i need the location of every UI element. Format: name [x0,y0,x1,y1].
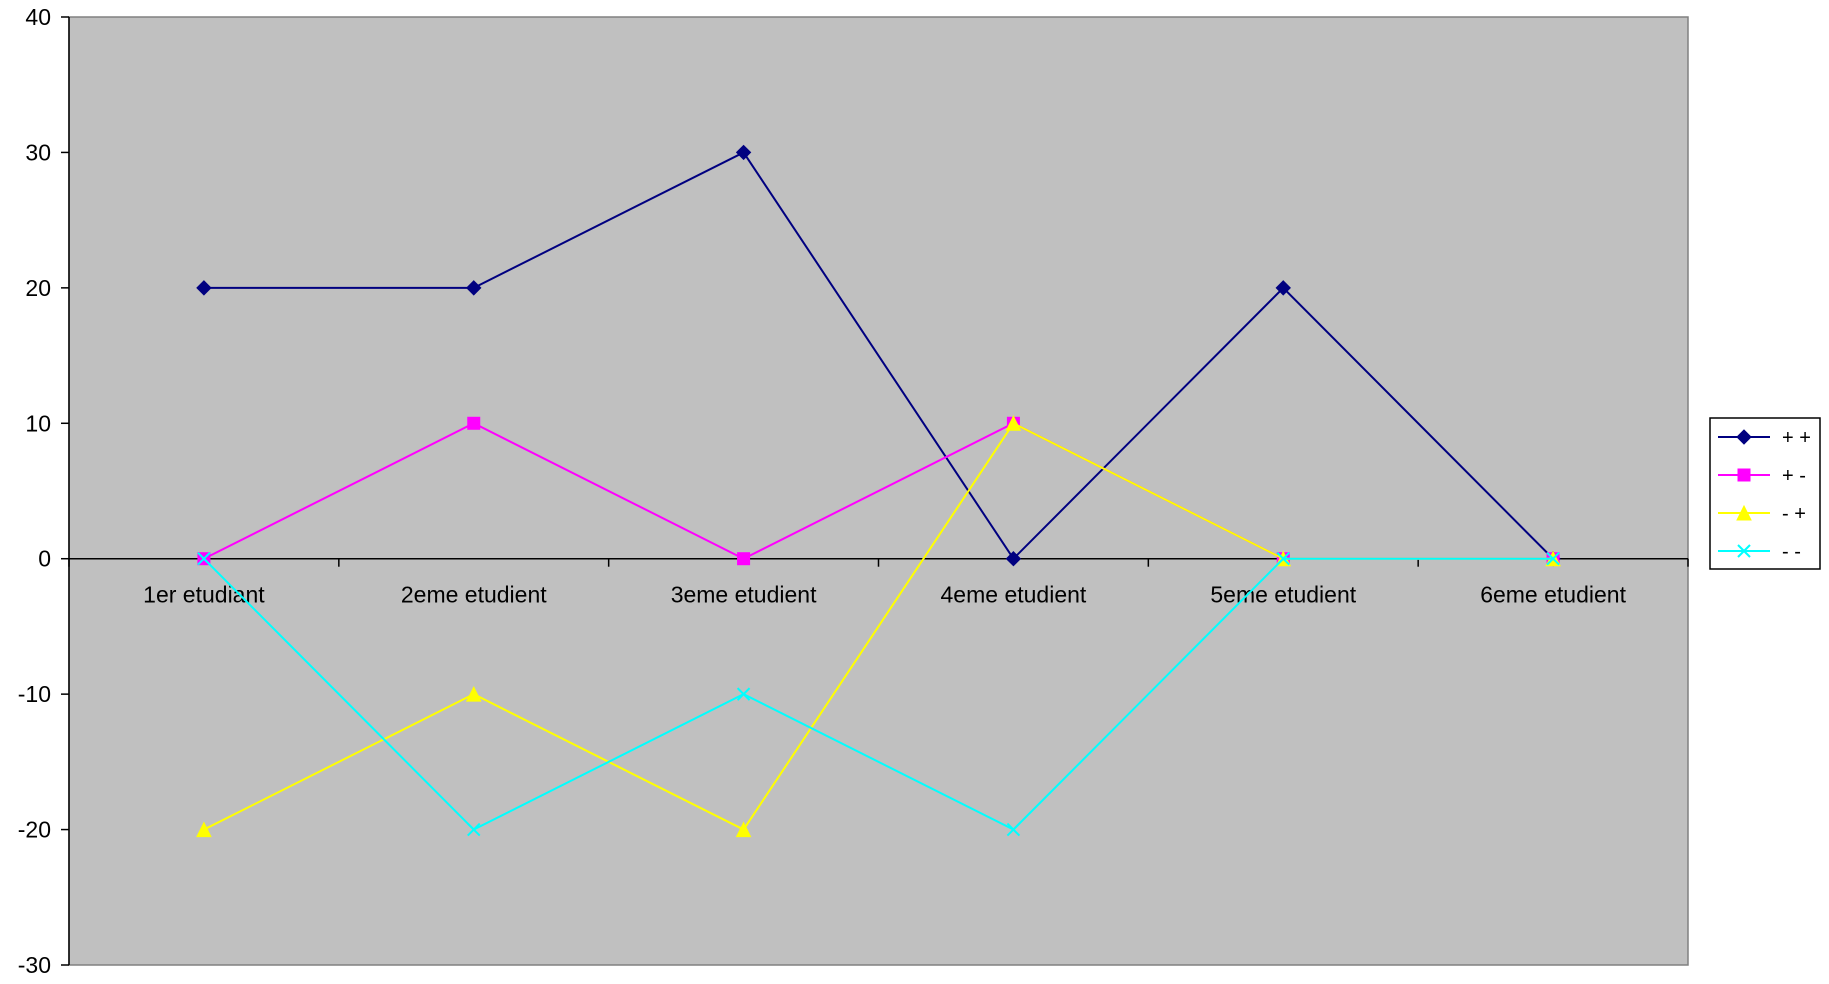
x-tick-label: 4eme etudient [941,582,1087,608]
legend-label: - + [1782,503,1806,525]
legend: + + + - - + - - [1709,417,1821,570]
axes: -30 -20 -10 0 10 20 30 40 1er etudiant 2eme etudi… [18,4,1689,978]
legend-marker [1736,504,1752,521]
data-point [736,687,751,701]
x-marker-stroke [467,822,481,837]
y-tick-label: 10 [25,410,51,436]
legend-box [1709,417,1821,570]
x-tick-label: 3eme etudient [671,582,817,608]
legend-label: + - [1782,465,1806,487]
data-point [737,552,751,566]
x-tick-label: 2eme etudient [401,582,547,608]
x-tick-label: 5eme etudient [1210,582,1356,608]
legend-marker [1737,468,1751,482]
data-point [1005,551,1022,567]
data-point [735,144,752,161]
x-marker-stroke [1546,552,1560,566]
legend-item-3: - + [1718,503,1806,525]
y-tick-label: -20 [18,817,51,843]
y-tick-label: 30 [25,139,51,165]
x-tick-label: 1er etudiant [143,582,265,608]
x-marker-stroke [1006,822,1021,837]
legend-marker [1736,429,1752,445]
legend-label: - - [1782,541,1801,563]
x-tick-label: 6eme etudient [1480,582,1626,608]
data-point [197,552,211,566]
series-4 [197,552,1560,837]
data-point [196,821,212,838]
legend-item-4: - - [1718,541,1801,563]
series-line [203,557,1554,831]
data-point [1546,552,1560,566]
x-marker-stroke [197,552,211,566]
legend-item-2: + - [1718,465,1806,487]
data-point [1275,280,1291,296]
data-point [196,280,212,296]
data-point [1006,822,1021,837]
series-layer [196,144,1561,838]
series-line [203,151,1554,561]
legend-label: + + [1782,427,1811,449]
y-tick-label: 20 [25,275,51,301]
x-marker-stroke [1276,552,1290,566]
x-marker-stroke [1737,544,1751,558]
legend-marker [1737,544,1751,558]
data-point [467,822,481,837]
y-tick-label: -10 [18,681,51,707]
data-point [1276,552,1290,566]
legend-item-1: + + [1718,427,1811,449]
y-tick-label: 0 [38,546,51,572]
y-tick-label: 40 [25,4,51,30]
data-point [1005,415,1022,431]
data-point [466,280,482,296]
data-point [467,416,481,430]
data-point [735,821,752,838]
data-point [465,686,482,702]
y-tick-label: -30 [18,952,51,978]
x-marker-stroke [736,687,751,701]
